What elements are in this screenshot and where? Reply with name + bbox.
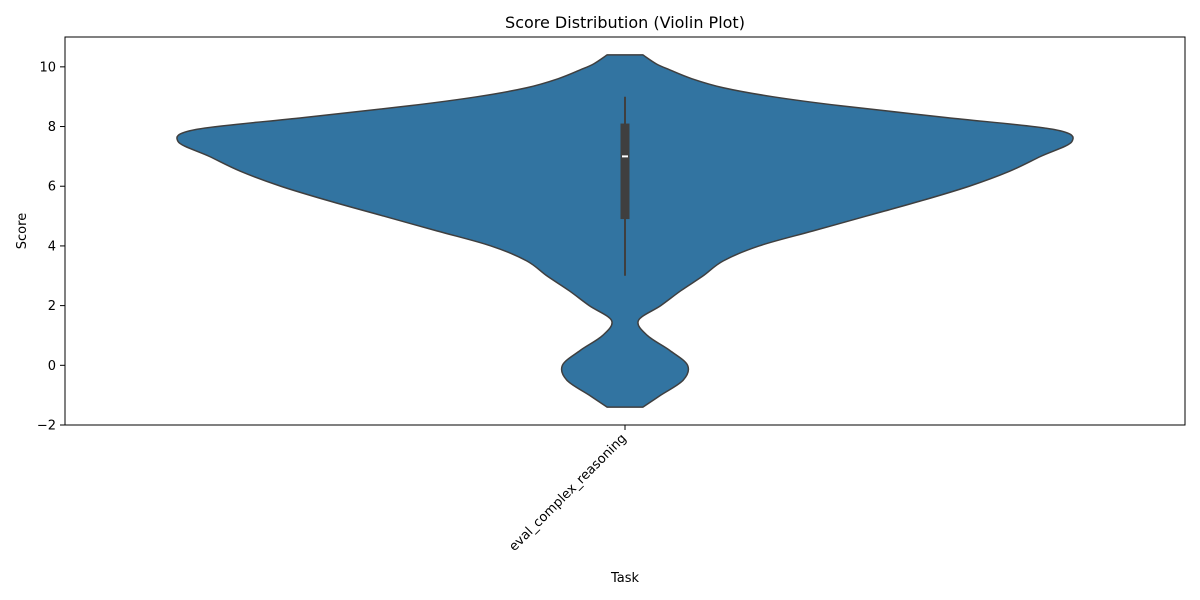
y-tick-label: 2 bbox=[48, 299, 56, 314]
y-tick-label: −2 bbox=[37, 419, 56, 434]
y-tick-label: 0 bbox=[48, 359, 56, 374]
x-axis-title: Task bbox=[610, 571, 640, 586]
iqr-box bbox=[620, 123, 630, 220]
x-axis: eval_complex_reasoning bbox=[506, 425, 630, 555]
x-tick-label: eval_complex_reasoning bbox=[506, 431, 629, 554]
y-tick-label: 4 bbox=[48, 239, 56, 254]
y-tick-label: 10 bbox=[39, 60, 56, 75]
violin-layer bbox=[176, 54, 1074, 408]
y-tick-label: 6 bbox=[48, 180, 56, 195]
y-tick-label: 8 bbox=[48, 120, 56, 135]
y-axis-title: Score bbox=[15, 213, 30, 249]
y-axis: −2 0 2 4 6 8 10 bbox=[37, 60, 65, 434]
chart-title: Score Distribution (Violin Plot) bbox=[505, 13, 745, 32]
